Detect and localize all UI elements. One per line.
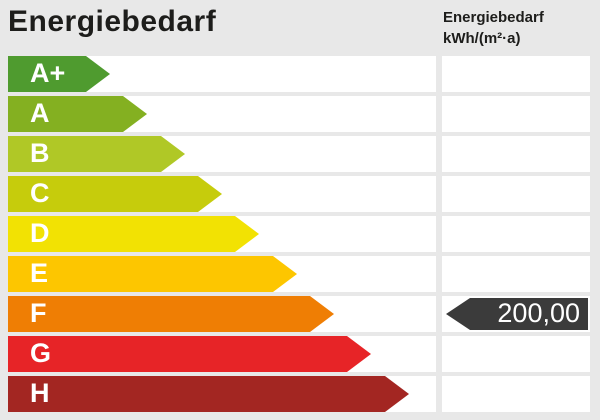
rating-arrow-f: F [8, 296, 334, 332]
rating-arrow-a-plus: A+ [8, 56, 110, 92]
value-cell [442, 376, 590, 412]
rating-letter: B [30, 137, 50, 168]
rating-arrow-d: D [8, 216, 259, 252]
rating-arrow-b: B [8, 136, 185, 172]
rating-row-h: H [0, 376, 600, 412]
rating-row-a: A [0, 96, 600, 132]
value-cell [442, 256, 590, 292]
rating-row-d: D [0, 216, 600, 252]
rating-arrow-c: C [8, 176, 222, 212]
rating-row-c: C [0, 176, 600, 212]
value-cell [442, 96, 590, 132]
value-cell [442, 136, 590, 172]
rating-scale: A+ A B C D E F [0, 56, 600, 416]
rating-letter: D [30, 217, 50, 248]
rating-letter: F [30, 297, 47, 328]
value-cell [442, 336, 590, 372]
rating-row-g: G [0, 336, 600, 372]
rating-letter: A [30, 97, 50, 128]
unit-header: Energiebedarf kWh/(m²·a) [443, 7, 544, 49]
rating-arrow-g: G [8, 336, 371, 372]
rating-letter: A+ [30, 57, 66, 88]
rating-letter: H [30, 377, 50, 408]
page-title: Energiebedarf [8, 5, 217, 38]
rating-row-a-plus: A+ [0, 56, 600, 92]
value-indicator-text: 200,00 [497, 297, 580, 328]
unit-header-line2: kWh/(m²·a) [443, 30, 521, 47]
rating-letter: E [30, 257, 49, 288]
rating-row-b: B [0, 136, 600, 172]
rating-letter: G [30, 337, 52, 368]
value-cell [442, 56, 590, 92]
value-cell [442, 216, 590, 252]
rating-arrow-a: A [8, 96, 147, 132]
rating-row-e: E [0, 256, 600, 292]
rating-letter: C [30, 177, 50, 208]
unit-header-line1: Energiebedarf [443, 9, 544, 26]
value-cell [442, 176, 590, 212]
rating-arrow-h: H [8, 376, 409, 412]
value-indicator: 200,00 [446, 298, 588, 330]
rating-arrow-e: E [8, 256, 297, 292]
